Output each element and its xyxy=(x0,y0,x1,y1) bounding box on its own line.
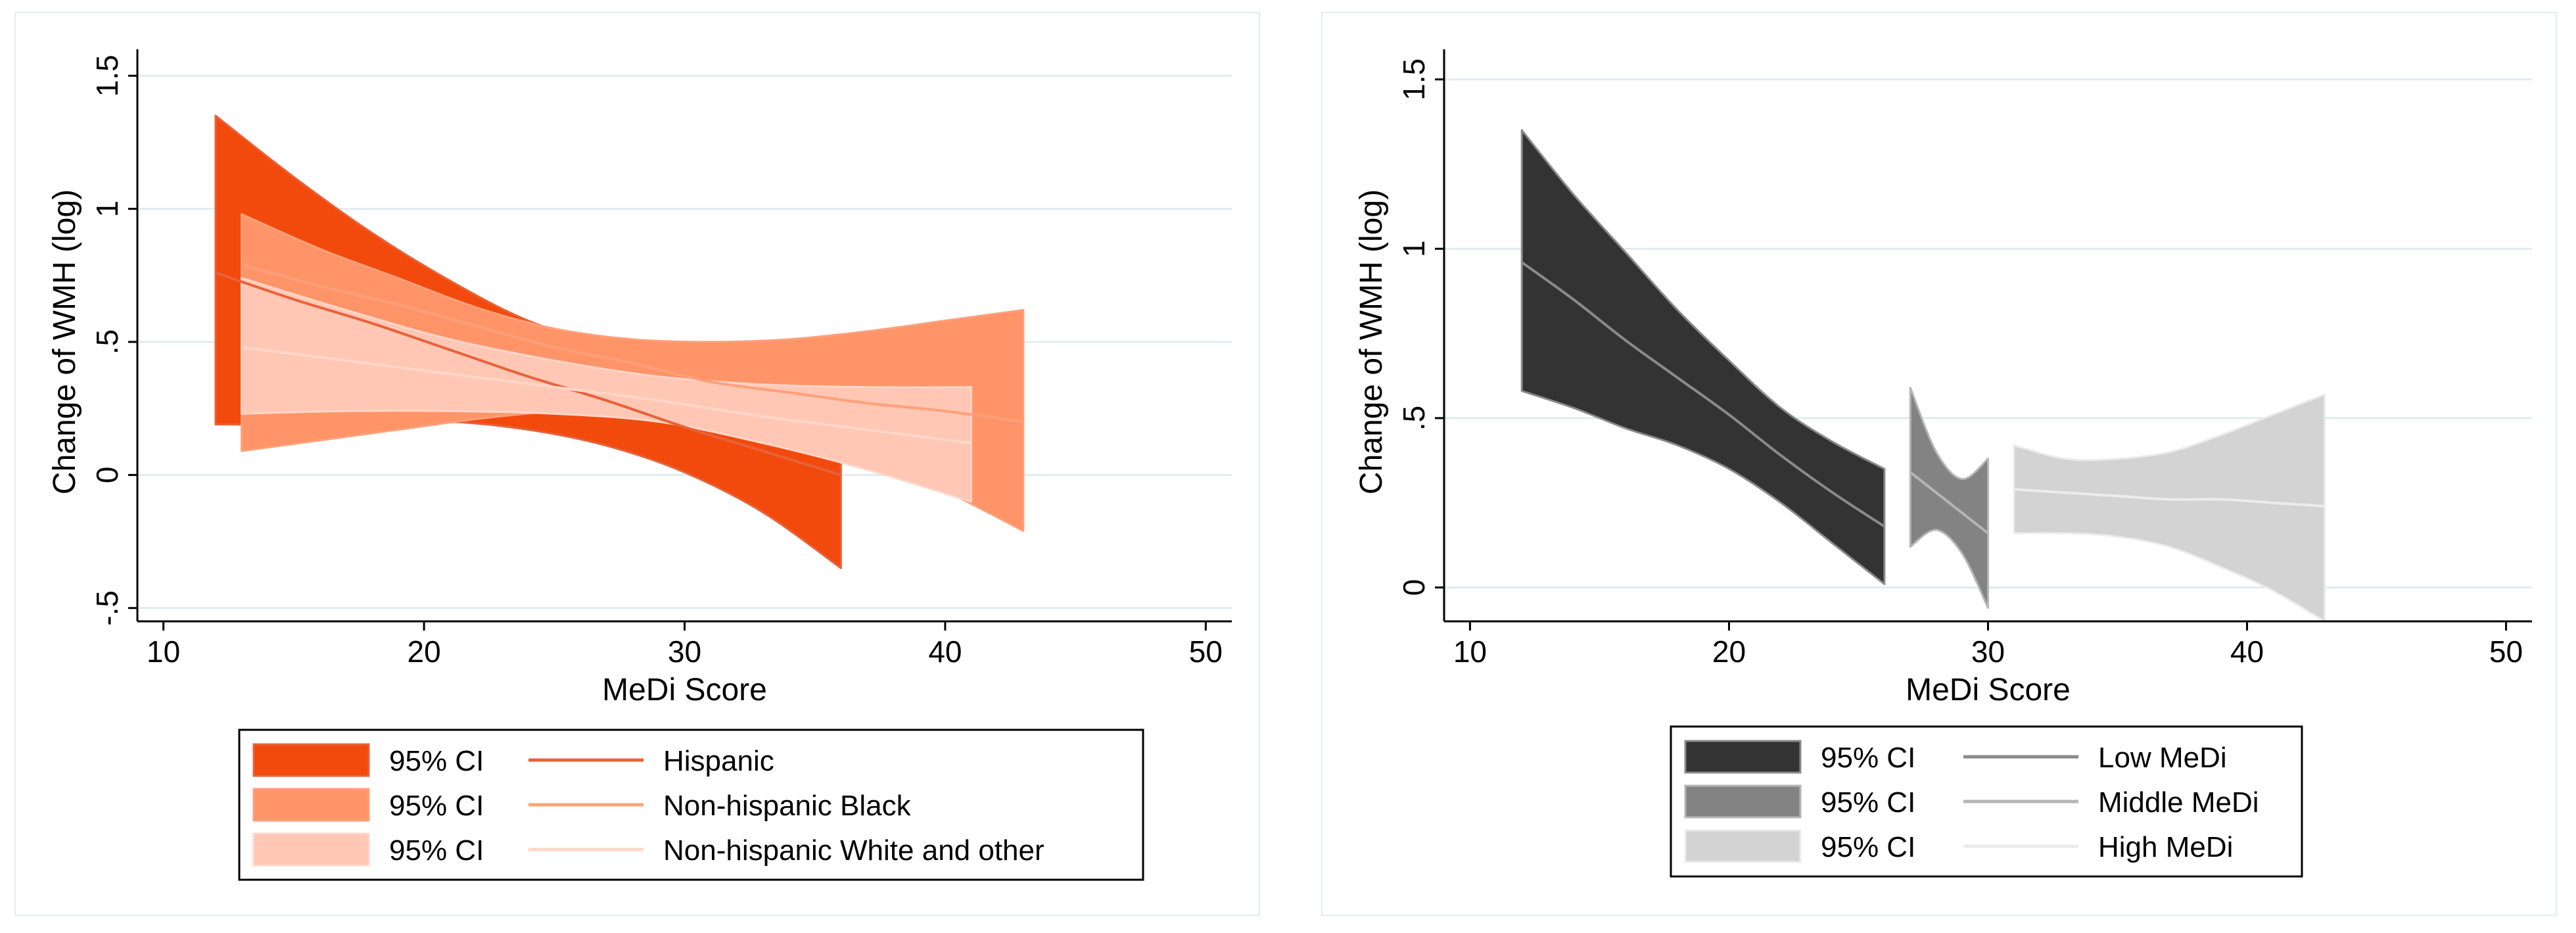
y-tick-label: 1.5 xyxy=(1397,59,1431,101)
y-tick-label: .5 xyxy=(90,329,124,354)
ci-band-0 xyxy=(1520,129,1886,585)
right-chart: 0 .5 1 1.5 10 20 30 40 50 MeDi Score Change of WMH… xyxy=(1354,49,2532,878)
x-tick-label: 40 xyxy=(928,634,962,669)
y-tick-label: 1 xyxy=(90,201,124,218)
legend-label-ci: 95% CI xyxy=(1821,831,1915,863)
y-axis-title: Change of WMH (log) xyxy=(1354,189,1389,494)
y-tick-label: .5 xyxy=(1397,406,1431,431)
x-tick-label: 10 xyxy=(1453,634,1487,669)
ci-band-1 xyxy=(1909,387,1989,609)
fit-line-1 xyxy=(1909,471,1989,535)
left-chart: -.5 0 .5 1 1.5 10 20 30 40 50 MeDi Score Change of … xyxy=(47,49,1232,881)
x-tick-label: 40 xyxy=(2230,634,2264,669)
fit-line-2 xyxy=(241,346,972,444)
legend-label-series: Low MeDi xyxy=(2098,742,2227,774)
y-tick-label: 1 xyxy=(1397,241,1431,258)
legend-label-series: Middle MeDi xyxy=(2098,786,2259,819)
y-tick-label: 0 xyxy=(1397,579,1431,596)
legend-swatch-ci xyxy=(252,743,370,777)
legend-swatch-ci xyxy=(252,832,370,867)
legend-label-series: Non-hispanic Black xyxy=(663,790,912,822)
x-axis-title: MeDi Score xyxy=(1906,673,2071,707)
x-tick-label: 50 xyxy=(1189,634,1223,669)
legend-box xyxy=(238,729,1144,881)
legend-label-series: Hispanic xyxy=(663,745,774,777)
fit-line-0 xyxy=(1521,261,1885,528)
legend-label-ci: 95% CI xyxy=(389,745,484,777)
y-tick-label: 1.5 xyxy=(90,55,124,97)
fit-line-2 xyxy=(2013,488,2325,508)
x-tick-label: 20 xyxy=(1712,634,1746,669)
legend-label-ci: 95% CI xyxy=(389,790,484,822)
x-tick-label: 30 xyxy=(1971,634,2005,669)
legend-label-series: High MeDi xyxy=(2098,831,2233,863)
x-tick-label: 20 xyxy=(407,634,440,669)
ci-band-2 xyxy=(2013,393,2326,623)
legend-label-series: Non-hispanic White and other xyxy=(663,834,1044,867)
fit-line-1 xyxy=(241,263,1024,423)
ci-band-2 xyxy=(241,277,973,503)
legend-swatch-ci xyxy=(1684,740,1802,774)
x-tick-label: 50 xyxy=(2489,634,2523,669)
legend-label-ci: 95% CI xyxy=(389,834,484,867)
x-axis-title: MeDi Score xyxy=(602,673,767,707)
x-tick-label: 30 xyxy=(668,634,701,669)
right-chart-panel: 0 .5 1 1.5 10 20 30 40 50 MeDi Score Change of WMH… xyxy=(1321,12,2557,916)
y-tick-label: 0 xyxy=(90,467,124,484)
y-tick-label: -.5 xyxy=(90,590,124,626)
x-tick-label: 10 xyxy=(147,634,180,669)
legend-swatch-ci xyxy=(1684,829,1802,863)
left-chart-panel: -.5 0 .5 1 1.5 10 20 30 40 50 MeDi Score Change of … xyxy=(14,12,1260,916)
legend-label-ci: 95% CI xyxy=(1821,742,1915,774)
legend-label-ci: 95% CI xyxy=(1821,786,1915,819)
y-axis-title: Change of WMH (log) xyxy=(47,189,82,494)
legend-swatch-ci xyxy=(252,788,370,822)
fit-line-0 xyxy=(215,271,841,477)
legend-swatch-ci xyxy=(1684,784,1802,819)
